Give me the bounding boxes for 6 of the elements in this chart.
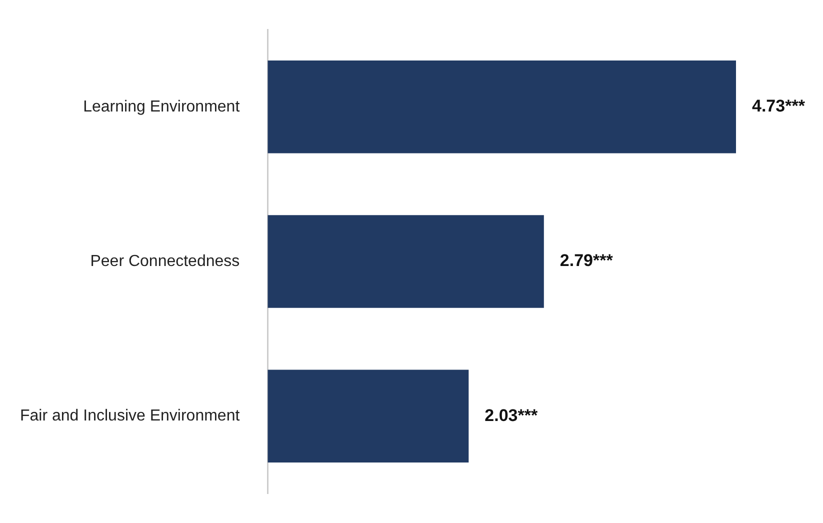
y-tick-label: Peer Connectedness: [90, 252, 240, 270]
y-tick-label: Learning Environment: [83, 98, 240, 116]
data-label: 2.79***: [560, 251, 614, 270]
data-label: 4.73***: [752, 96, 806, 116]
data-label: 2.03***: [484, 406, 538, 425]
y-tick-label: Fair and Inclusive Environment: [20, 408, 240, 425]
